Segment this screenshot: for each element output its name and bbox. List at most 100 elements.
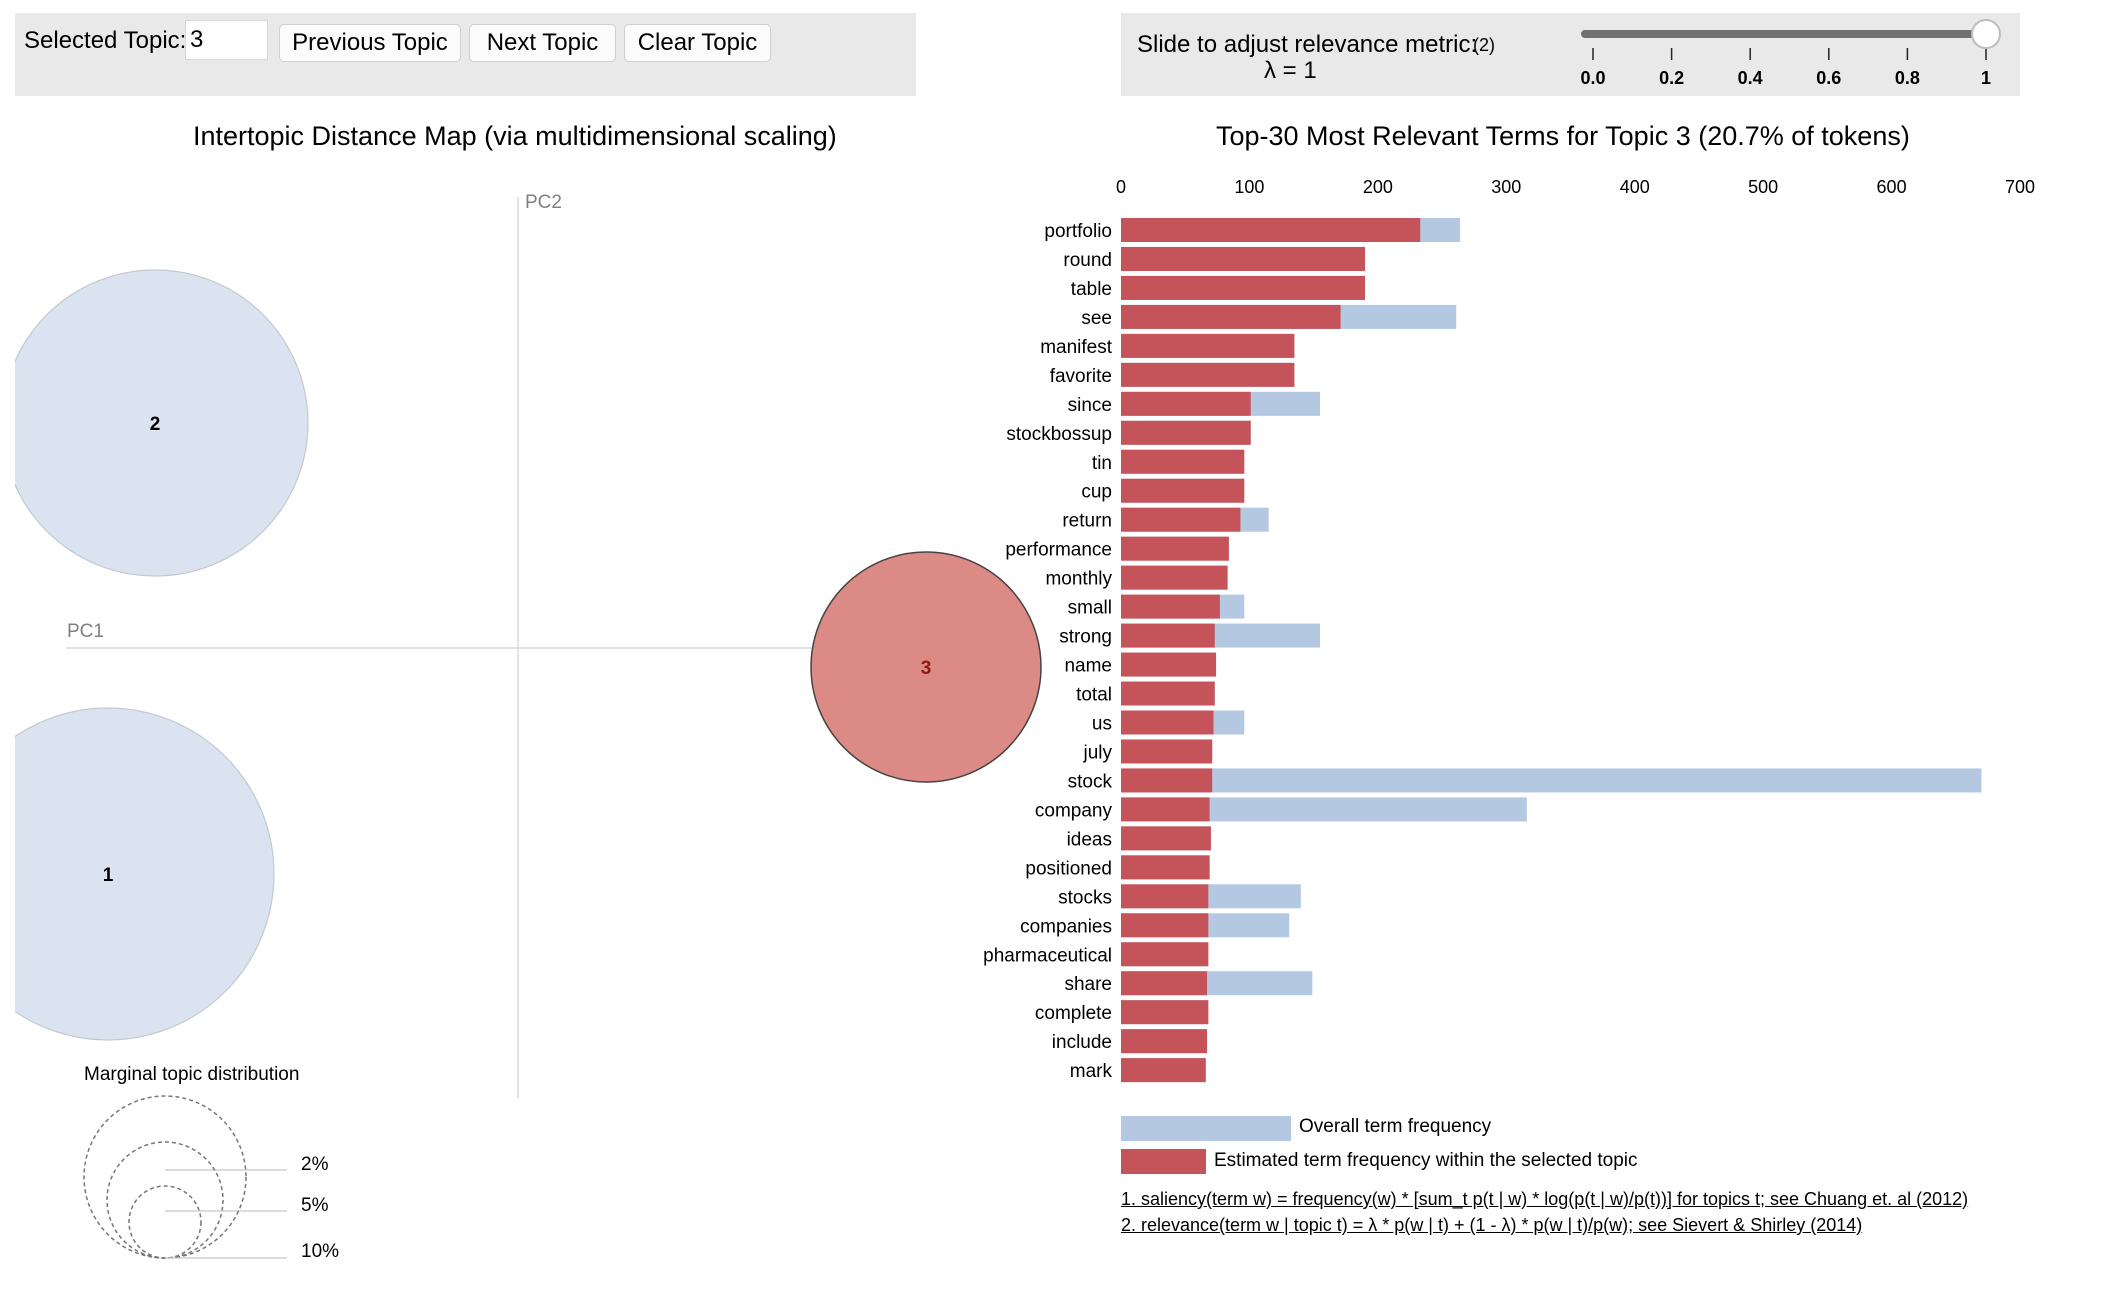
topic-label-2: 2 (150, 414, 161, 435)
bar-topic (1121, 826, 1211, 851)
bar-topic (1121, 420, 1251, 445)
bar-topic (1121, 507, 1241, 532)
clear-topic-button[interactable]: Clear Topic (624, 24, 771, 62)
bar-topic (1121, 391, 1251, 416)
topic-circle-1[interactable] (0, 707, 275, 1041)
term-label: share (1064, 974, 1112, 995)
previous-topic-button[interactable]: Previous Topic (279, 24, 461, 62)
bar-topic (1121, 246, 1366, 271)
term-label: companies (1020, 916, 1112, 937)
pc2-label: PC2 (525, 192, 562, 213)
relevance-footnote-link[interactable]: 2. relevance(term w | topic t) = λ * p(w… (1121, 1215, 1863, 1235)
marginal-legend-5pct: 5% (301, 1195, 329, 1216)
bar-topic (1121, 710, 1214, 735)
topic-circles (0, 269, 1042, 1041)
intertopic-distance-map: 2 1 3 (0, 197, 1042, 1259)
term-label: return (1062, 511, 1112, 532)
term-label: monthly (1045, 569, 1112, 590)
x-tick-label: 600 (1877, 177, 1907, 197)
bar-topic (1121, 768, 1213, 793)
map-title: Intertopic Distance Map (via multidimens… (193, 121, 837, 151)
x-tick-label: 0 (1116, 177, 1126, 197)
term-label: positioned (1025, 858, 1112, 879)
term-label: total (1076, 685, 1112, 706)
term-label: stockbossup (1006, 424, 1112, 445)
term-label: since (1068, 395, 1112, 416)
bar-overall (1121, 768, 1982, 793)
bar-topic (1121, 275, 1366, 300)
bar-topic (1121, 623, 1215, 648)
selected-topic-label: Selected Topic: (24, 27, 187, 54)
term-label: stocks (1058, 887, 1112, 908)
bar-topic (1121, 218, 1421, 242)
term-label: mark (1070, 1061, 1113, 1082)
slider-tick-label: 0.4 (1738, 68, 1763, 88)
term-label: performance (1005, 540, 1112, 561)
x-tick-label: 200 (1363, 177, 1393, 197)
bar-topic (1121, 478, 1245, 503)
term-label: small (1068, 598, 1112, 619)
relevance-slider[interactable]: 0.0 0.2 0.4 0.6 0.8 1 (0, 0, 2104, 100)
bar-topic (1121, 884, 1209, 909)
marginal-circle-1 (106, 1141, 224, 1259)
legend-swatch-topic (1121, 1149, 1206, 1174)
bar-topic (1121, 797, 1210, 822)
slider-tick-label: 0.8 (1895, 68, 1920, 88)
bar-topic (1121, 971, 1208, 996)
bar-topic (1121, 333, 1295, 358)
term-label: july (1082, 742, 1112, 763)
x-tick-label: 300 (1491, 177, 1521, 197)
relevance-label: Slide to adjust relevance metric: (1137, 31, 1478, 58)
term-label: tin (1092, 453, 1112, 474)
relevance-panel: Slide to adjust relevance metric: (2) λ … (1121, 13, 2020, 96)
term-label: include (1052, 1032, 1112, 1053)
topic-label-1: 1 (103, 865, 114, 886)
term-label: favorite (1050, 366, 1112, 387)
legend-label-topic: Estimated term frequency within the sele… (1214, 1150, 1638, 1171)
x-tick-label: 400 (1620, 177, 1650, 197)
bar-topic (1121, 304, 1341, 329)
term-label: company (1035, 800, 1113, 821)
term-label: ideas (1067, 829, 1112, 850)
next-topic-button[interactable]: Next Topic (469, 24, 616, 62)
marginal-legend-2pct: 2% (301, 1154, 329, 1175)
term-label: pharmaceutical (983, 945, 1112, 966)
term-label: us (1092, 713, 1112, 734)
slider-handle[interactable] (1971, 19, 2001, 49)
term-label: name (1064, 656, 1112, 677)
legend-label-overall: Overall term frequency (1299, 1116, 1492, 1137)
term-label: stock (1068, 771, 1113, 792)
slider-track (1581, 30, 1988, 38)
bar-topic (1121, 1029, 1208, 1054)
bar-topic (1121, 594, 1220, 619)
x-tick-label: 700 (2005, 177, 2035, 197)
bar-topic (1121, 652, 1217, 677)
bar-topic (1121, 565, 1228, 590)
relevance-footnote-ref: (2) (1473, 35, 1495, 55)
bar-topic (1121, 449, 1245, 474)
topic-label-3: 3 (921, 658, 932, 679)
pc1-label: PC1 (67, 621, 104, 642)
saliency-footnote-link[interactable]: 1. saliency(term w) = frequency(w) * [su… (1121, 1189, 1969, 1209)
topic-control-panel: Selected Topic: Previous Topic Next Topi… (15, 13, 916, 96)
selected-topic-input[interactable] (185, 20, 268, 60)
bar-topic (1121, 1058, 1206, 1083)
bar-topic (1121, 1000, 1209, 1025)
lambda-value: λ = 1 (1264, 57, 1317, 84)
topic-circle-3[interactable] (810, 551, 1042, 783)
bar-topic (1121, 739, 1213, 764)
bar-topic (1121, 681, 1215, 706)
marginal-distribution-title: Marginal topic distribution (84, 1064, 300, 1085)
bar-topic (1121, 855, 1210, 880)
bar-topic (1121, 536, 1229, 561)
legend-swatch-overall (1121, 1116, 1291, 1141)
bar-chart-title: Top-30 Most Relevant Terms for Topic 3 (… (1216, 121, 1910, 151)
bar-topic (1121, 362, 1295, 387)
term-label: portfolio (1044, 221, 1112, 242)
marginal-legend-10pct: 10% (301, 1241, 340, 1262)
topic-circle-2[interactable] (2, 269, 309, 577)
term-label: strong (1059, 627, 1112, 648)
term-label: see (1081, 308, 1112, 329)
x-tick-label: 500 (1748, 177, 1778, 197)
